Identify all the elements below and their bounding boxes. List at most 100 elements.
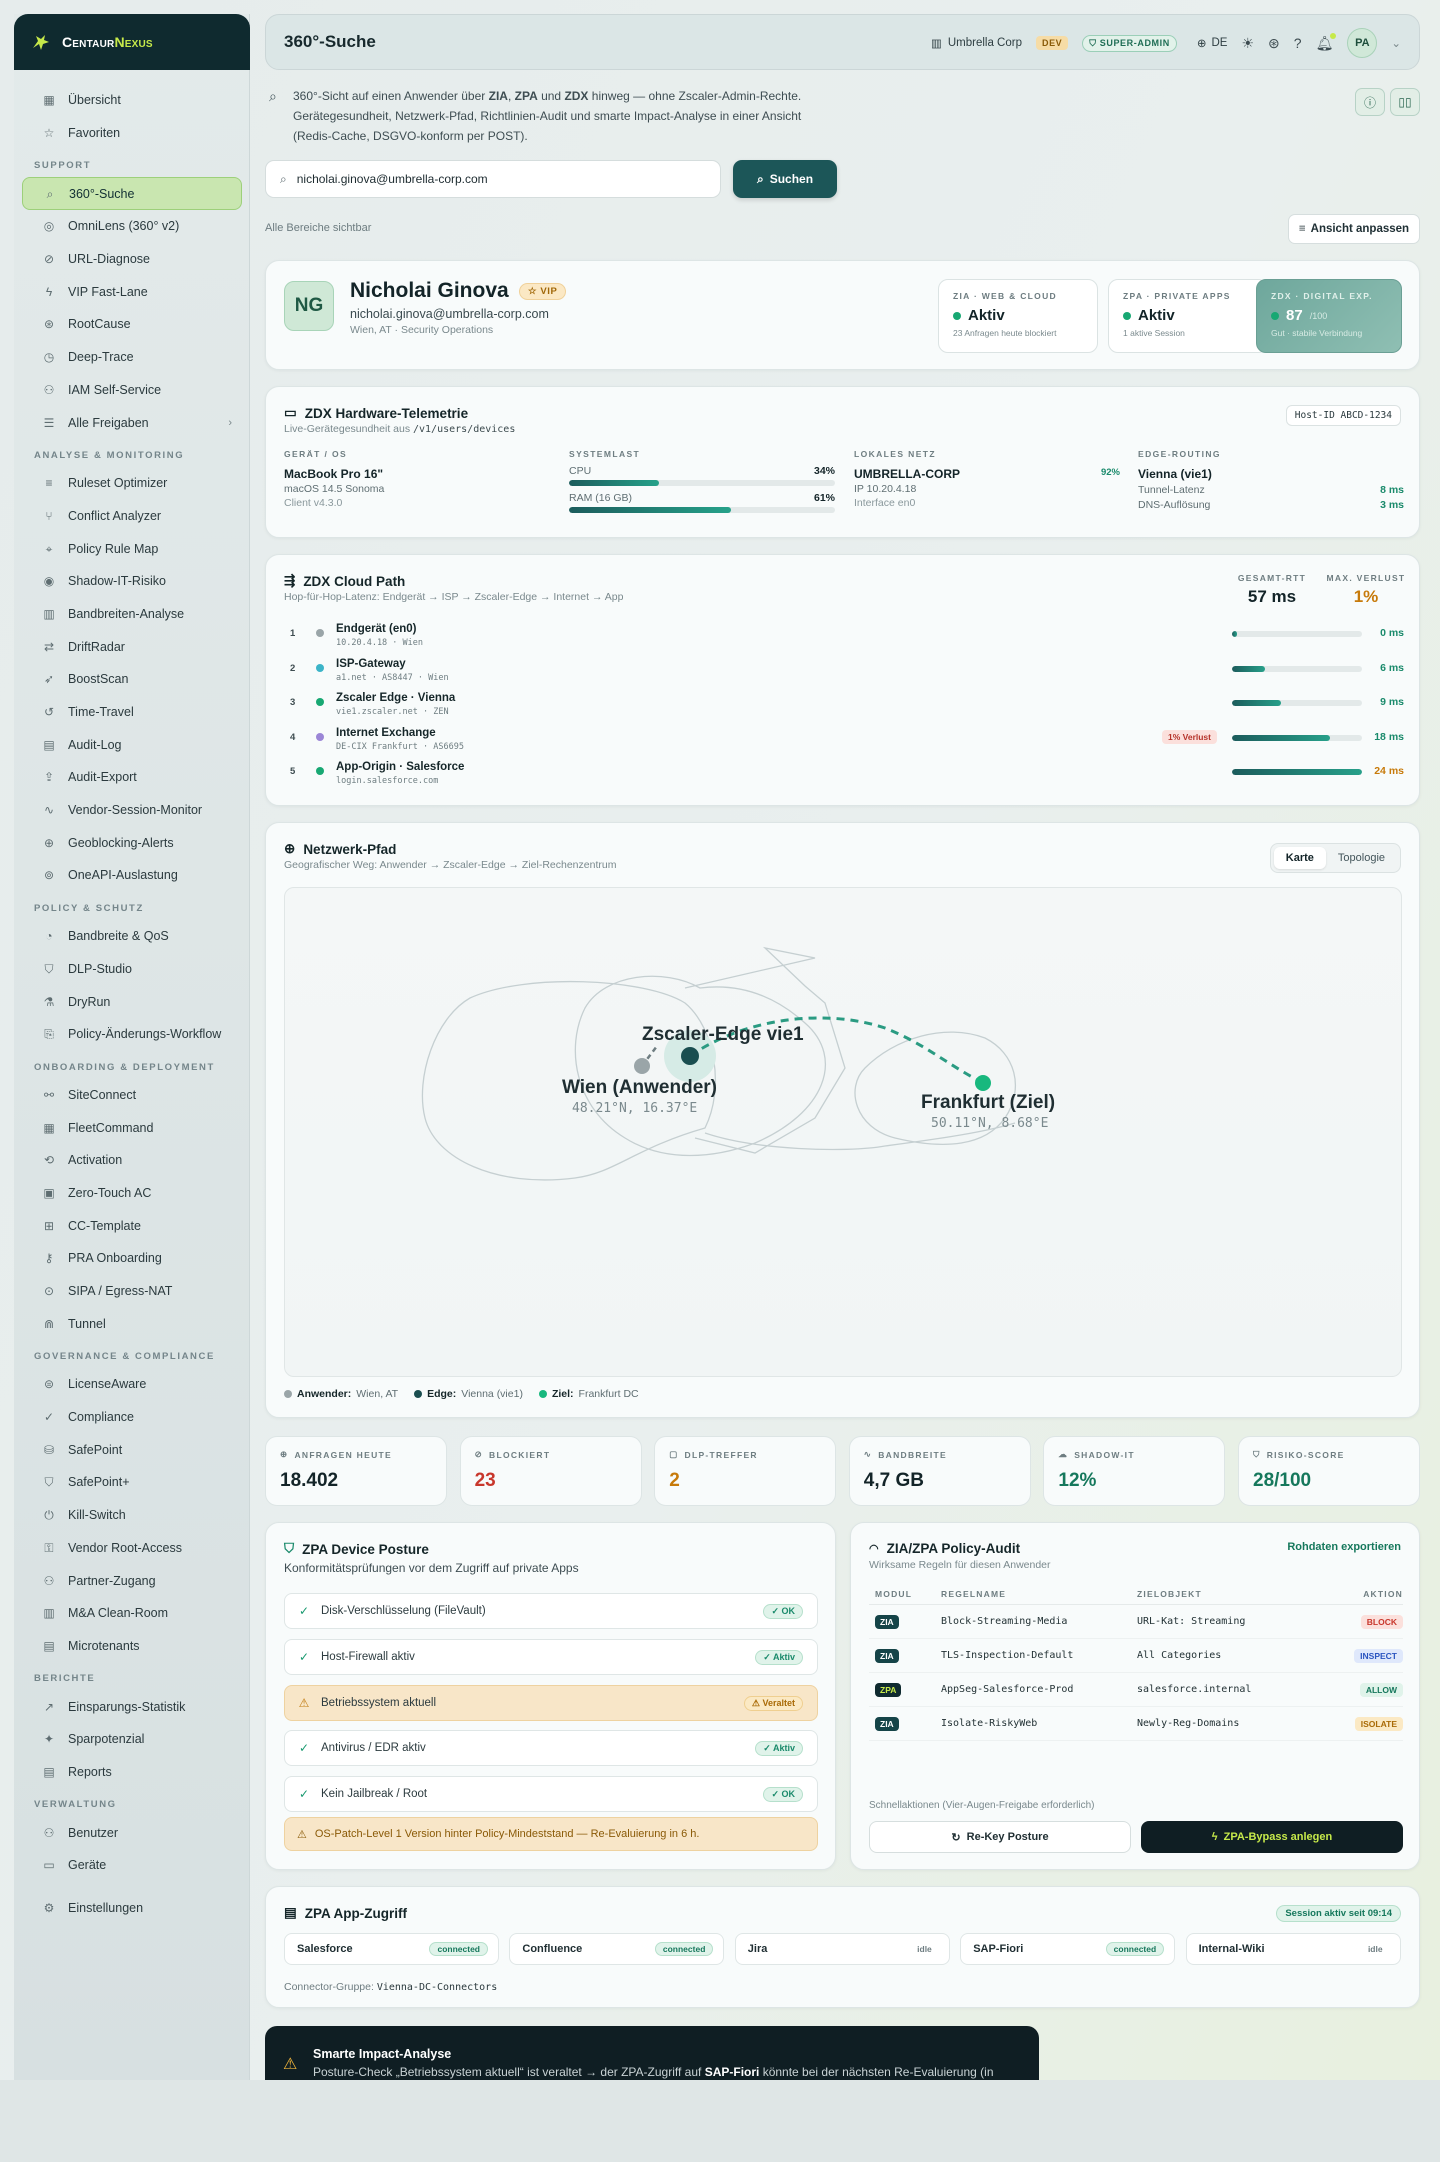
zia-status-tile[interactable]: ZIA · WEB & CLOUD Aktiv 23 Anfragen heut… (938, 279, 1098, 353)
posture-check[interactable]: ✓ Disk-Verschlüsselung (FileVault) ✓ OK (284, 1593, 818, 1629)
map-canvas[interactable]: Zscaler-Edge vie1 Wien (Anwender) 48.21°… (284, 887, 1402, 1377)
sidebar-item[interactable]: ⏻ Kill-Switch (22, 1499, 242, 1532)
warning-icon: ⚠ (283, 2056, 298, 2073)
support-icon[interactable]: ⊛ (1268, 34, 1280, 51)
posture-check[interactable]: ✓ Antivirus / EDR aktiv ✓ Aktiv (284, 1730, 818, 1767)
sidebar-item[interactable]: ⚇ Benutzer (22, 1816, 242, 1849)
sidebar-item[interactable]: ◉ Shadow-IT-Risiko (22, 565, 242, 598)
sidebar-item[interactable]: ☰ Alle Freigaben › (22, 406, 242, 439)
sidebar-item[interactable]: ⊙ SIPA / Egress-NAT (22, 1275, 242, 1308)
sidebar-item[interactable]: ◷ Deep-Trace (22, 341, 242, 374)
notifications-bell-icon[interactable]: 🔔︎ (1316, 32, 1337, 52)
sidebar-item[interactable]: ⊘ URL-Diagnose (22, 243, 242, 276)
zdx-status-tile[interactable]: ZDX · DIGITAL EXP. 87/100 Gut · stabile … (1256, 279, 1402, 353)
sidebar-item[interactable]: ⊜ LicenseAware (22, 1368, 242, 1401)
sidebar-item[interactable]: ϟ VIP Fast-Lane (22, 275, 242, 308)
brand[interactable]: CentaurNexus (14, 14, 250, 70)
sidebar-item[interactable]: ▥ Bandbreiten-Analyse (22, 598, 242, 631)
sidebar-item[interactable]: ⇪ Audit-Export (22, 761, 242, 794)
kpi-card[interactable]: ∿ BANDBREITE 4,7 GB (848, 1436, 1031, 1506)
sidebar-item[interactable]: ▭ Geräte (22, 1849, 242, 1882)
sidebar-item[interactable]: ▦ FleetCommand (22, 1111, 242, 1144)
sidebar-item[interactable]: ◎ OmniLens (360° v2) (22, 210, 242, 243)
hop-row[interactable]: 2 ISP-Gateway a1.net · AS8447 · Wien 6 ms (284, 656, 1404, 690)
search-input[interactable]: ⌕ nicholai.ginova@umbrella-corp.com (265, 160, 721, 198)
sidebar-item[interactable]: ⇄ DriftRadar (22, 630, 242, 663)
sidebar-item[interactable]: ✦ Sparpotenzial (22, 1723, 242, 1756)
info-button[interactable]: ⓘ (1355, 88, 1385, 116)
sidebar-item[interactable]: ⑂ Conflict Analyzer (22, 500, 242, 533)
sidebar-item[interactable]: ↺ Time-Travel (22, 696, 242, 729)
sidebar-item[interactable]: ⚙ Einstellungen (22, 1892, 242, 1925)
sidebar-item[interactable]: ⚷ PRA Onboarding (22, 1242, 242, 1275)
sidebar-item[interactable]: ⚇ IAM Self-Service (22, 374, 242, 407)
sidebar-item[interactable]: ≡ Ruleset Optimizer (22, 467, 242, 500)
sidebar-item[interactable]: ⛁ SafePoint (22, 1433, 242, 1466)
theme-toggle-icon[interactable]: ☀ (1241, 34, 1255, 51)
sidebar-item[interactable]: ⊚ OneAPI-Auslastung (22, 859, 242, 892)
kpi-card[interactable]: ▢ DLP-TREFFER 2 (654, 1436, 837, 1506)
sidebar-item[interactable]: ⊞ CC-Template (22, 1209, 242, 1242)
sidebar-item[interactable]: ◔ Bandbreite & QoS (22, 920, 242, 953)
tenant-switcher[interactable]: ▥ Umbrella Corp (931, 36, 1022, 50)
sidebar-item[interactable]: ➶ BoostScan (22, 663, 242, 696)
sidebar-item[interactable]: ▣ Zero-Touch AC (22, 1177, 242, 1210)
hop-row[interactable]: 1 Endgerät (en0) 10.20.4.18 · Wien 0 ms (284, 621, 1404, 655)
hop-row[interactable]: 3 Zscaler Edge · Vienna vie1.zscaler.net ·… (284, 690, 1404, 724)
search-button[interactable]: ⌕ Suchen (733, 160, 837, 198)
chevron-down-icon[interactable]: ⌄ (1391, 38, 1401, 50)
sidebar-item[interactable]: ☆ Favoriten (22, 117, 242, 150)
tab-topology[interactable]: Topologie (1337, 852, 1385, 864)
sidebar-item[interactable]: ▤ Microtenants (22, 1630, 242, 1663)
sidebar-item[interactable]: ▤ Audit-Log (22, 728, 242, 761)
kpi-card[interactable]: ⊕ ANFRAGEN HEUTE 18.402 (265, 1436, 447, 1506)
sidebar-item[interactable]: ✓ Compliance (22, 1401, 242, 1434)
sidebar-item[interactable]: ⚇ Partner-Zugang (22, 1564, 242, 1597)
sidebar-item[interactable]: ⌖ Policy Rule Map (22, 532, 242, 565)
sidebar-item[interactable]: ⊛ RootCause (22, 308, 242, 341)
sidebar-item[interactable]: ▦ Übersicht (22, 84, 242, 117)
app-tile[interactable]: Confluence connected (509, 1933, 725, 1965)
sidebar-item[interactable]: ⋒ Tunnel (22, 1307, 242, 1340)
posture-check[interactable]: ✓ Kein Jailbreak / Root ✓ OK (284, 1776, 818, 1813)
posture-check[interactable]: ⚠ Betriebssystem aktuell ⚠ Veraltet (284, 1684, 818, 1721)
docs-button[interactable]: ▯▯ (1390, 88, 1420, 116)
help-icon[interactable]: ? (1293, 35, 1302, 51)
sidebar-item[interactable]: ▤ Reports (22, 1756, 242, 1789)
app-tile[interactable]: SAP-Fiori connected (960, 1933, 1176, 1965)
posture-check[interactable]: ✓ Host-Firewall aktiv ✓ Aktiv (284, 1638, 818, 1675)
adapt-view-button[interactable]: ≡ Ansicht anpassen (1288, 214, 1420, 244)
sidebar-item[interactable]: ⌕ 360°-Suche (22, 177, 242, 211)
table-row[interactable]: ZIA TLS-Inspection-Default All Categories I… (869, 1639, 1403, 1673)
user-avatar[interactable]: PA (1347, 28, 1378, 58)
table-row[interactable]: ZPA AppSeg-Salesforce-Prod salesforce.inte… (869, 1673, 1403, 1707)
sidebar-item[interactable]: ▥ M&A Clean-Room (22, 1597, 242, 1630)
language-switcher[interactable]: ⊕ DE (1196, 37, 1228, 50)
app-tile[interactable]: Jira idle (734, 1933, 950, 1965)
sidebar-item[interactable]: ⟲ Activation (22, 1144, 242, 1177)
sidebar-item[interactable]: ⛉ SafePoint+ (22, 1466, 242, 1499)
app-tile[interactable]: Internal-Wiki idle (1185, 1933, 1401, 1965)
sidebar-item[interactable]: ⚯ SiteConnect (22, 1079, 242, 1112)
sidebar-item[interactable]: ⊕ Geoblocking-Alerts (22, 826, 242, 859)
sidebar-item[interactable]: ⚿ Vendor Root-Access (22, 1532, 242, 1565)
kpi-card[interactable]: ☁ SHADOW-IT 12% (1043, 1436, 1226, 1506)
sidebar-item[interactable]: ↗ Einsparungs-Statistik (22, 1690, 242, 1723)
hop-row[interactable]: 5 App-Origin · Salesforce login.salesforce… (284, 759, 1404, 793)
kpi-card[interactable]: ⊘ BLOCKIERT 23 (459, 1436, 642, 1506)
table-row[interactable]: ZIA Block-Streaming-Media URL-Kat: Streami… (869, 1605, 1403, 1639)
sidebar-item[interactable]: ⎘ Policy-Änderungs-Workflow (22, 1018, 242, 1051)
network-icon: ⚯ (43, 1087, 55, 1102)
zpa-status-tile[interactable]: ZPA · PRIVATE APPS Aktiv 1 aktive Sessio… (1108, 279, 1268, 353)
hop-row[interactable]: 4 Internet Exchange DE-CIX Frankfurt · AS6… (284, 725, 1404, 759)
sidebar-item[interactable]: ∿ Vendor-Session-Monitor (22, 794, 242, 827)
kpi-card[interactable]: ⛉ RISIKO-SCORE 28/100 (1238, 1436, 1420, 1506)
zpa-bypass-button[interactable]: ϟ ZPA-Bypass anlegen (1141, 1821, 1403, 1853)
tab-map[interactable]: Karte (1273, 847, 1326, 869)
sidebar-item[interactable]: ⛉ DLP-Studio (22, 953, 242, 986)
table-row[interactable]: ZIA Isolate-RiskyWeb Newly-Reg-Domains ISOL… (869, 1707, 1403, 1741)
sidebar-item[interactable]: ⚗ DryRun (22, 985, 242, 1018)
app-tile[interactable]: Salesforce connected (284, 1933, 499, 1965)
export-raw-data-link[interactable]: Rohdaten exportieren (1287, 1541, 1401, 1553)
rekey-posture-button[interactable]: ↻ Re-Key Posture (869, 1821, 1131, 1853)
